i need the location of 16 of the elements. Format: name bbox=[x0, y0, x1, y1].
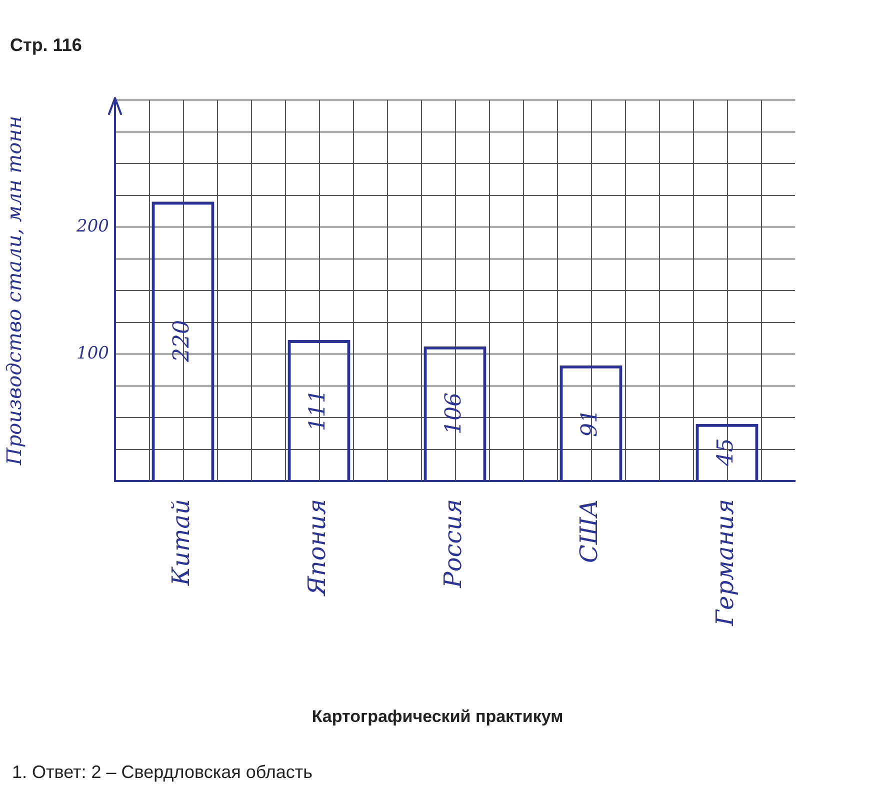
x-tick-label: Германия bbox=[711, 499, 740, 627]
data-label: 111 bbox=[306, 389, 331, 432]
data-label: 106 bbox=[442, 392, 467, 434]
text: Стр. 116 bbox=[10, 35, 82, 56]
y-tick-label: 100 bbox=[76, 343, 110, 364]
data-label: 220 bbox=[170, 320, 195, 364]
data-label: 45 bbox=[714, 438, 739, 468]
y-axis-title: Производство стали, млн тонн bbox=[2, 116, 26, 466]
data-label: 91 bbox=[578, 408, 603, 437]
y-tick-label: 200 bbox=[76, 216, 110, 236]
x-tick-label: Китай bbox=[167, 499, 196, 587]
text: Картографический практикум bbox=[310, 707, 564, 727]
x-tick-label: Россия bbox=[439, 499, 468, 589]
x-tick-label: Япония bbox=[303, 499, 332, 596]
x-tick-label: США bbox=[575, 499, 604, 563]
text: 1. Ответ: 2 – Свердловская область bbox=[12, 762, 313, 783]
